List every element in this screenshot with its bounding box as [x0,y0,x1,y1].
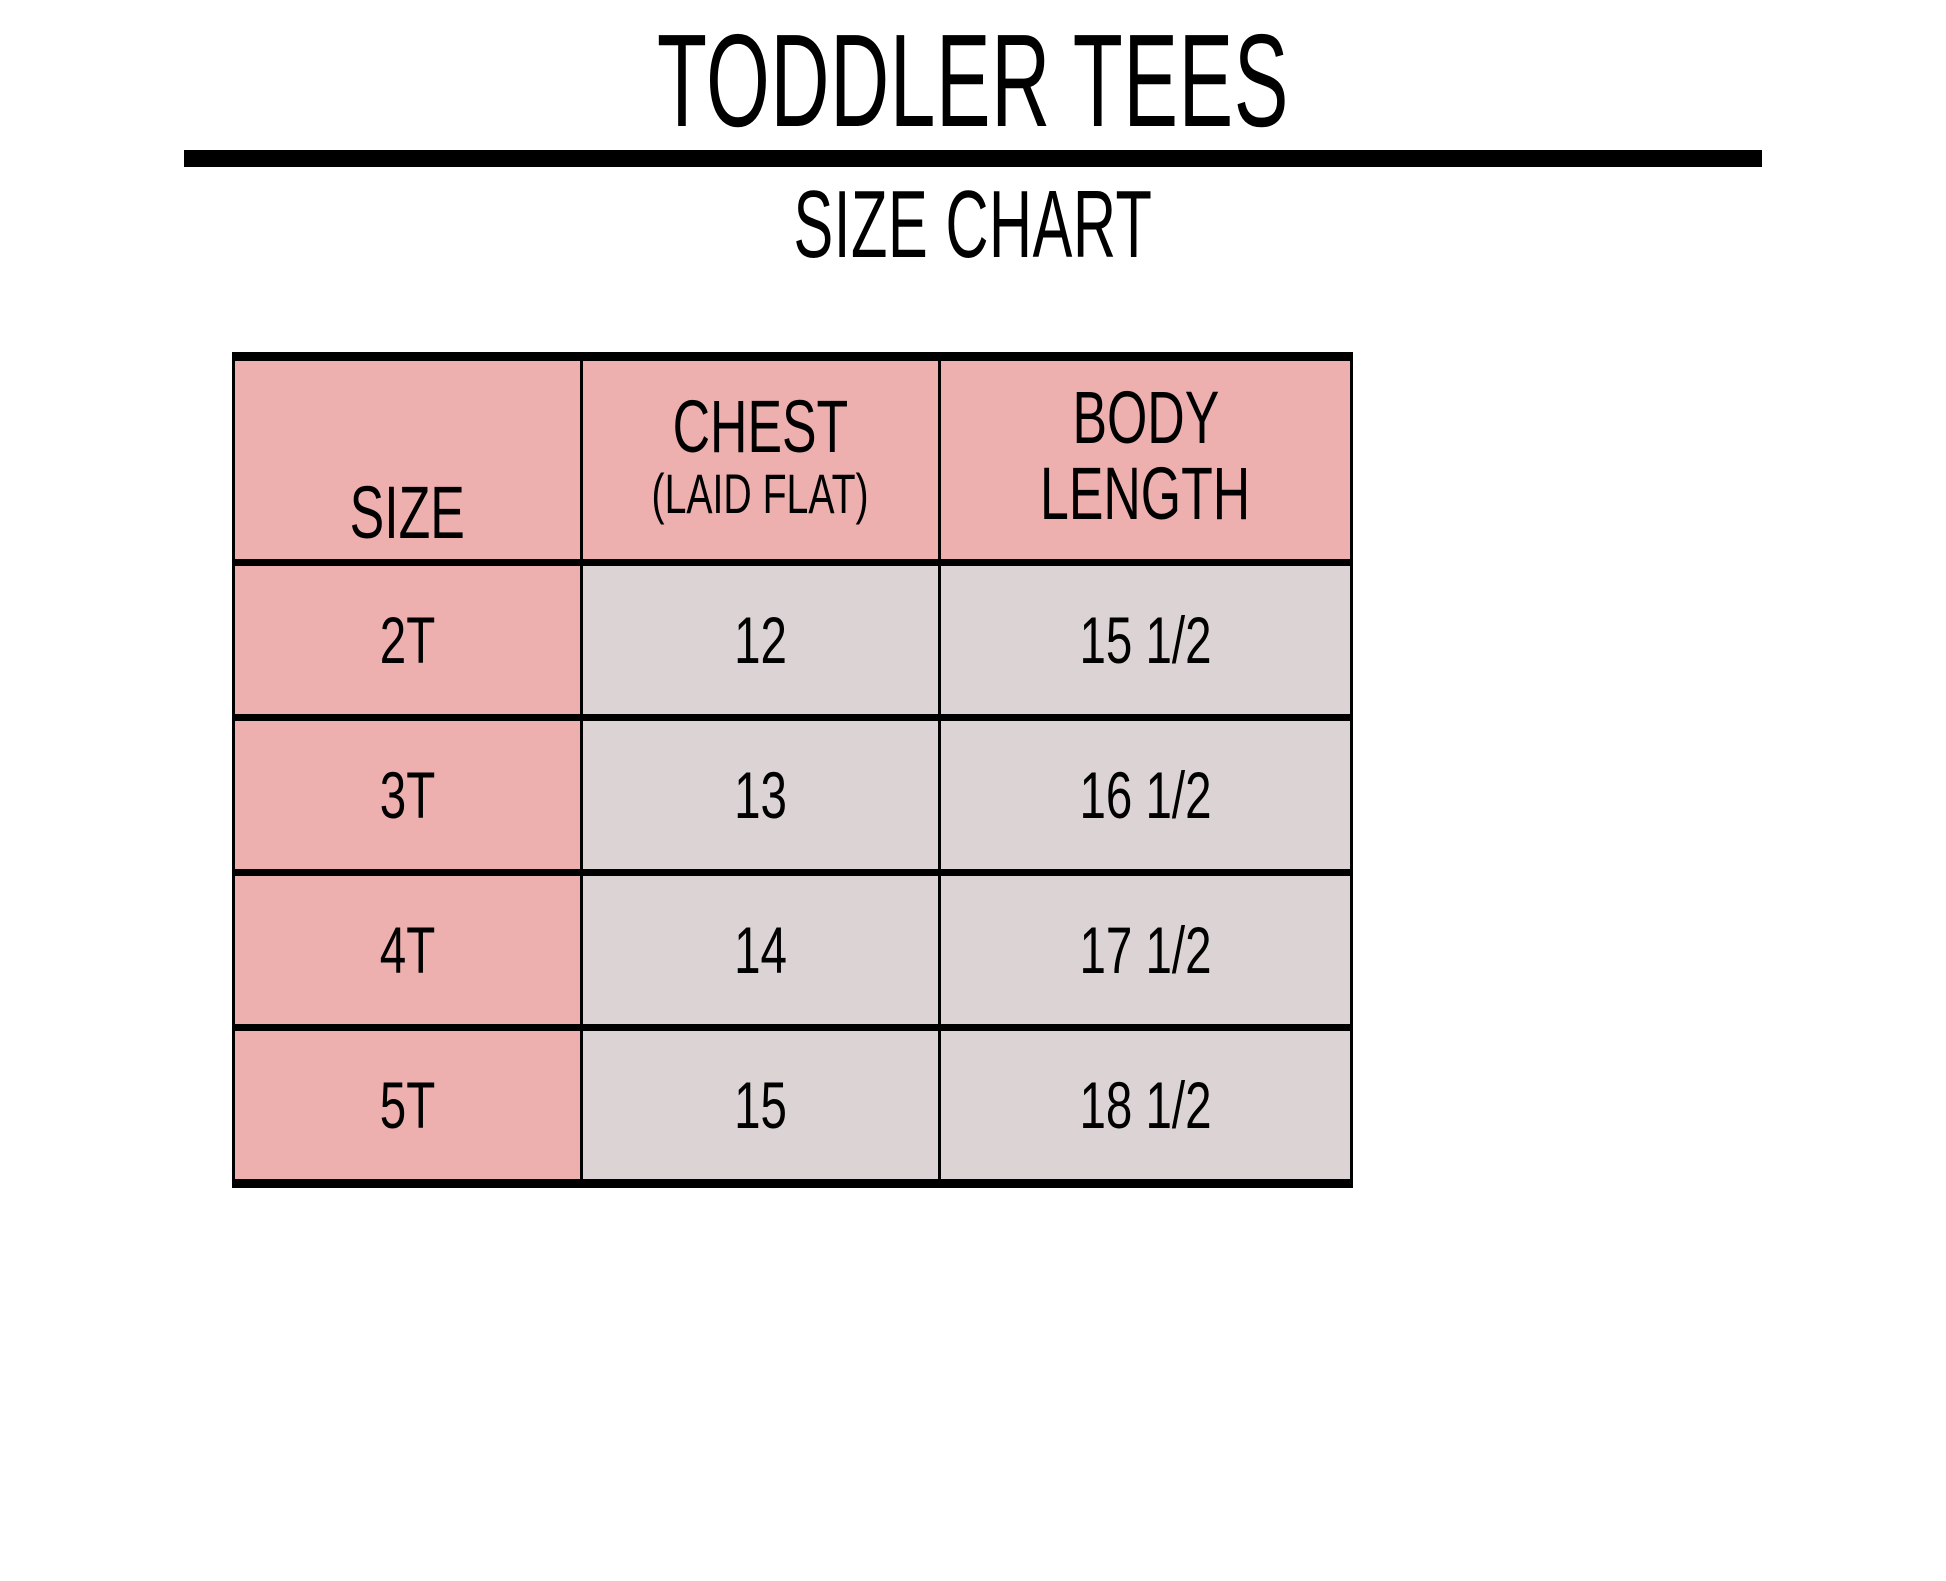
column-header-body-length: BODY LENGTH [938,352,1353,566]
cell-chest: 12 [580,559,941,721]
column-header-body-length-sublabel: LENGTH [1040,452,1251,535]
cell-size-value: 5T [379,1068,436,1142]
table-row: 4T 14 17 1/2 [232,869,1353,1031]
table-header-row: SIZE CHEST (LAID FLAT) BODY LENGTH [232,352,1353,566]
page-subtitle: SIZE CHART [793,171,1153,278]
table-row: 2T 12 15 1/2 [232,559,1353,721]
cell-size: 3T [232,714,583,876]
cell-body-length-value: 16 1/2 [1079,758,1212,832]
cell-body-length-value: 15 1/2 [1079,603,1212,677]
cell-size-value: 4T [379,913,436,987]
cell-body-length-value: 18 1/2 [1079,1068,1212,1142]
cell-chest-value: 12 [734,603,787,677]
column-header-size-label: SIZE [349,471,466,554]
size-chart-table-wrapper: SIZE CHEST (LAID FLAT) BODY LENGTH [232,352,1353,1188]
size-chart-table: SIZE CHEST (LAID FLAT) BODY LENGTH [232,352,1353,1188]
column-header-size: SIZE [232,352,583,566]
page-title: TODDLER TEES [656,7,1290,154]
cell-chest-value: 13 [734,758,787,832]
cell-body-length-value: 17 1/2 [1079,913,1212,987]
column-header-body-length-label: BODY [1072,376,1219,459]
column-header-chest-label: CHEST [672,385,849,468]
title-divider [184,150,1762,167]
cell-body-length: 17 1/2 [938,869,1353,1031]
cell-body-length: 16 1/2 [938,714,1353,876]
cell-chest-value: 15 [734,1068,787,1142]
cell-size-value: 2T [379,603,436,677]
cell-size: 2T [232,559,583,721]
table-row: 3T 13 16 1/2 [232,714,1353,876]
cell-body-length: 15 1/2 [938,559,1353,721]
cell-chest: 13 [580,714,941,876]
cell-size-value: 3T [379,758,436,832]
cell-chest: 15 [580,1024,941,1188]
cell-body-length: 18 1/2 [938,1024,1353,1188]
column-header-chest-sublabel: (LAID FLAT) [651,462,870,525]
page-header: TODDLER TEES SIZE CHART [0,7,1946,278]
cell-chest: 14 [580,869,941,1031]
cell-chest-value: 14 [734,913,787,987]
cell-size: 5T [232,1024,583,1188]
table-row: 5T 15 18 1/2 [232,1024,1353,1188]
column-header-chest: CHEST (LAID FLAT) [580,352,941,566]
cell-size: 4T [232,869,583,1031]
